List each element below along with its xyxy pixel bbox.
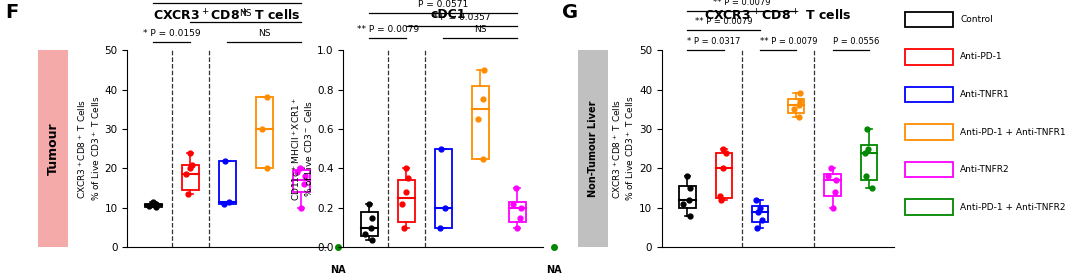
Bar [256, 97, 272, 168]
Bar [509, 202, 526, 222]
Bar [788, 100, 805, 113]
Bar [752, 206, 768, 222]
Text: ** P = 0.0079: ** P = 0.0079 [713, 0, 771, 7]
Bar [435, 149, 451, 228]
Text: * P = 0.0159: * P = 0.0159 [143, 29, 201, 38]
Bar [824, 174, 840, 196]
Text: Non-Tumour Liver: Non-Tumour Liver [588, 100, 598, 197]
Text: G: G [562, 3, 578, 22]
Text: NS: NS [474, 25, 487, 34]
Text: NA: NA [330, 265, 347, 275]
Text: ** P = 0.0079: ** P = 0.0079 [694, 17, 753, 26]
Text: F: F [5, 3, 18, 22]
Text: P = 0.0571: P = 0.0571 [418, 0, 469, 9]
Text: Anti-TNFR1: Anti-TNFR1 [960, 90, 1010, 99]
Bar [145, 203, 162, 207]
Text: CXCR3$^+$CD8$^+$ T cells: CXCR3$^+$CD8$^+$ T cells [704, 8, 851, 24]
Bar [716, 153, 732, 198]
Text: ** P = 0.0079: ** P = 0.0079 [356, 25, 419, 34]
Text: ** P = 0.0079: ** P = 0.0079 [760, 37, 818, 46]
Text: * P = 0.0317: * P = 0.0317 [688, 37, 741, 46]
Bar [861, 145, 877, 180]
Text: Anti-PD-1 + Anti-TNFR1: Anti-PD-1 + Anti-TNFR1 [960, 128, 1066, 136]
Text: Tumour: Tumour [46, 122, 59, 175]
Y-axis label: CXCR3$^+$CD8$^+$ T Cells
% of Live CD3$^+$ T Cells: CXCR3$^+$CD8$^+$ T Cells % of Live CD3$^… [611, 96, 636, 202]
Text: P = 0.0556: P = 0.0556 [833, 37, 879, 46]
Text: NA: NA [546, 265, 563, 275]
Text: Anti-TNFR2: Anti-TNFR2 [960, 165, 1010, 174]
Text: NS: NS [240, 9, 252, 18]
Bar [219, 161, 235, 204]
Bar [399, 180, 415, 222]
Text: Anti-PD-1 + Anti-TNFR2: Anti-PD-1 + Anti-TNFR2 [960, 203, 1066, 212]
Bar [679, 186, 696, 208]
Bar [293, 170, 310, 192]
Text: * P = 0.0357: * P = 0.0357 [433, 13, 490, 23]
Y-axis label: CXCR3$^+$CD8$^+$ T Cells
% of Live CD3$^+$ T Cells: CXCR3$^+$CD8$^+$ T Cells % of Live CD3$^… [77, 96, 102, 202]
Text: Anti-PD-1: Anti-PD-1 [960, 53, 1002, 61]
Y-axis label: CD11c$^+$MHCII$^+$XCR1$^+$
% of Live CD3$^-$ Cells: CD11c$^+$MHCII$^+$XCR1$^+$ % of Live CD3… [289, 97, 314, 201]
Text: cDC1: cDC1 [431, 8, 465, 21]
Bar [361, 212, 378, 235]
Text: CXCR3$^+$CD8$^+$ T cells: CXCR3$^+$CD8$^+$ T cells [153, 8, 300, 24]
Bar [183, 165, 199, 190]
Bar [472, 86, 488, 158]
Text: NS: NS [258, 29, 271, 38]
Text: Control: Control [960, 15, 993, 24]
